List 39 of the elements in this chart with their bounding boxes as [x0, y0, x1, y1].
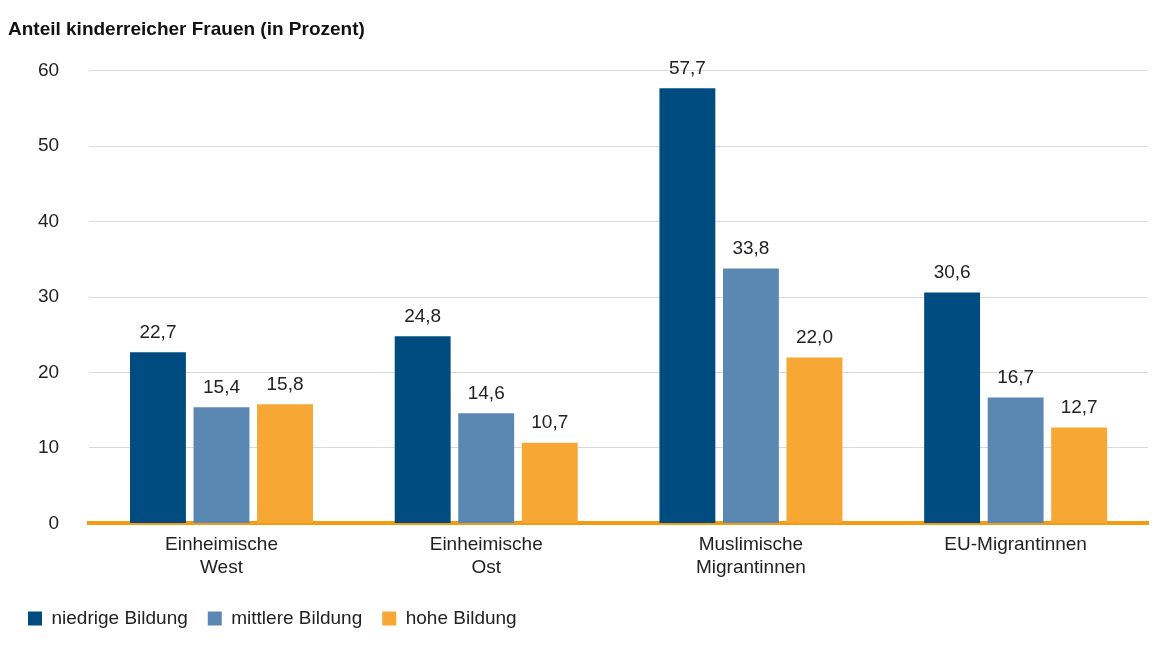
text: 16,7 [997, 366, 1035, 388]
bar [924, 292, 981, 523]
bar [458, 413, 515, 523]
y-tick-label: 0 [48, 511, 60, 533]
text: 24,8 [404, 305, 442, 327]
bar [257, 404, 313, 523]
x-tick-label: EU-Migrantinnen [944, 533, 1087, 555]
legend-label: niedrige Bildung [51, 606, 188, 628]
bar [722, 268, 779, 523]
x-tick-label: Muslimische Migrantinnen [696, 533, 806, 577]
bar [130, 352, 186, 523]
bar [394, 336, 451, 523]
bar [521, 442, 578, 523]
y-tick-label: 30 [37, 285, 60, 307]
text: 12,7 [1060, 396, 1098, 418]
y-tick-label: 60 [37, 59, 60, 81]
legend-label: hohe Bildung [405, 606, 517, 628]
bar [659, 88, 716, 523]
x-tick-label: Einheimische Ost [429, 533, 543, 577]
y-tick-label: 20 [37, 360, 60, 382]
text: 15,8 [266, 372, 304, 394]
text: 30,6 [933, 261, 971, 283]
text: 33,8 [732, 237, 770, 259]
text: 15,4 [203, 375, 240, 397]
bar [193, 407, 250, 523]
bar [987, 397, 1044, 523]
chart-title: Anteil kinderreicher Frauen (in Prozent) [8, 17, 365, 39]
text: 14,6 [467, 382, 505, 403]
text: 22,0 [795, 326, 833, 348]
bar [1051, 427, 1108, 523]
legend-label: mittlere Bildung [231, 606, 363, 628]
x-tick-label: Einheimische West [164, 533, 278, 577]
y-tick-label: 40 [37, 209, 60, 231]
text: 22,7 [139, 320, 177, 342]
text: 10,7 [531, 411, 569, 433]
y-tick-label: 50 [37, 134, 60, 156]
bar [786, 357, 843, 523]
y-tick-label: 10 [37, 436, 60, 458]
text: 57,7 [668, 56, 706, 78]
